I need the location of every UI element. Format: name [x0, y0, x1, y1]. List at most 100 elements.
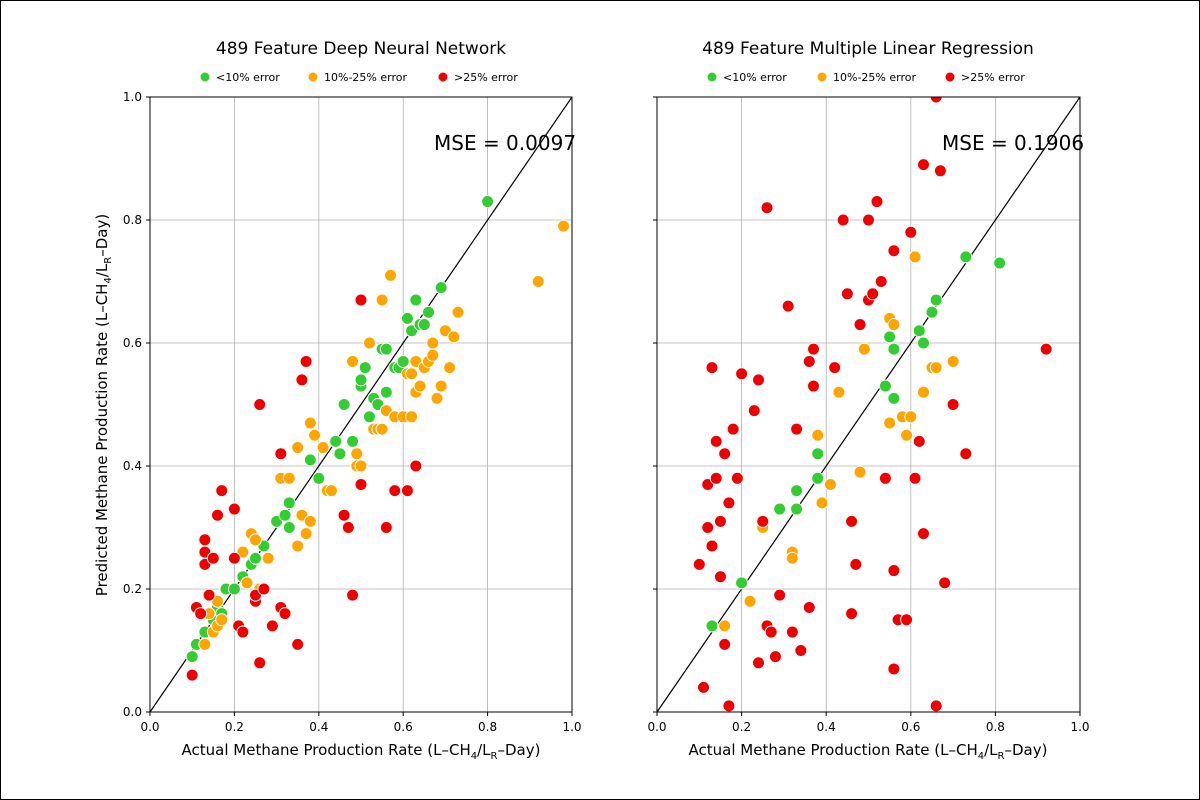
data-point — [409, 293, 423, 307]
data-point — [312, 471, 326, 485]
data-point — [811, 428, 825, 442]
data-point — [346, 434, 360, 448]
y-tick-label: 0.2 — [123, 582, 142, 596]
data-point — [946, 398, 960, 411]
x-tick-label: 0.6 — [394, 720, 413, 734]
chart-title: 489 Feature Deep Neural Network — [216, 39, 506, 59]
data-point — [443, 361, 457, 375]
data-point — [405, 367, 419, 381]
data-point — [849, 557, 863, 571]
data-point — [329, 434, 343, 448]
data-point — [354, 477, 368, 491]
data-point — [396, 354, 410, 368]
data-point — [375, 293, 389, 307]
data-point — [531, 275, 545, 288]
mse-annotation: MSE = 0.1906 — [942, 131, 1084, 155]
y-tick-label: 0.8 — [123, 213, 142, 227]
data-point — [836, 213, 850, 227]
data-point — [358, 361, 372, 375]
x-tick-label: 0.6 — [901, 720, 920, 734]
data-point — [341, 521, 355, 534]
x-tick-label: 0.4 — [309, 720, 328, 734]
x-tick-label: 0.8 — [478, 720, 497, 734]
x-tick-label: 1.0 — [1070, 720, 1089, 734]
data-point — [768, 650, 782, 664]
data-point — [929, 293, 943, 307]
data-point — [887, 244, 901, 258]
data-point — [815, 496, 829, 510]
data-point — [811, 447, 825, 461]
data-point — [718, 637, 732, 651]
data-point — [735, 367, 749, 381]
data-point — [426, 336, 440, 350]
data-point — [400, 484, 414, 498]
data-point — [773, 502, 787, 516]
x-tick-label: 0.2 — [225, 720, 244, 734]
identity-line — [656, 96, 1081, 713]
data-point — [887, 391, 901, 405]
data-point — [878, 471, 892, 485]
chart-title: 489 Feature Multiple Linear Regression — [702, 39, 1034, 59]
legend-marker — [307, 71, 319, 83]
mse-annotation: MSE = 0.0097 — [434, 131, 576, 155]
axis-ticks: 0.0 0.2 0.4 0.6 0.8 1.0 — [647, 96, 1090, 734]
data-point — [900, 428, 914, 442]
data-point — [227, 551, 241, 565]
x-tick-label: 0.0 — [140, 720, 159, 734]
data-point — [333, 447, 347, 461]
data-point — [908, 471, 922, 485]
x-tick-label: 0.0 — [647, 720, 666, 734]
data-point — [743, 594, 757, 608]
data-point — [303, 453, 317, 467]
data-point — [883, 330, 897, 344]
data-point — [900, 613, 914, 627]
data-point — [929, 699, 943, 712]
data-point — [722, 699, 736, 712]
data-point — [354, 373, 368, 387]
legend-label: 10%-25% error — [324, 71, 407, 84]
data-point — [282, 496, 296, 510]
x-tick-label: 0.2 — [732, 720, 751, 734]
data-point — [929, 361, 943, 375]
data-point — [303, 514, 317, 528]
data-point — [874, 275, 888, 288]
data-point — [434, 281, 448, 295]
y-tick-label: 0.4 — [123, 459, 142, 473]
data-point — [887, 342, 901, 356]
data-point — [840, 287, 854, 301]
legend-marker — [944, 71, 956, 83]
panel-deep-neural-network: 489 Feature Deep Neural Network <10% err… — [93, 39, 582, 762]
data-point — [701, 521, 715, 534]
data-point — [295, 373, 309, 387]
x-tick-label: 0.8 — [986, 720, 1005, 734]
data-point — [959, 447, 973, 461]
data-point — [760, 201, 774, 215]
data-point — [916, 158, 930, 172]
data-point — [718, 447, 732, 461]
data-point — [409, 459, 423, 473]
data-point — [747, 404, 761, 418]
data-point — [853, 465, 867, 479]
data-point — [249, 533, 262, 547]
plot-frame — [149, 96, 573, 713]
data-point — [692, 557, 706, 571]
data-point — [379, 342, 393, 356]
data-point — [198, 637, 212, 651]
data-point — [430, 391, 444, 405]
data-point — [240, 576, 254, 590]
data-point — [959, 250, 973, 264]
data-points — [692, 97, 1053, 712]
data-point — [756, 514, 770, 528]
legend-marker — [199, 71, 211, 83]
data-point — [299, 354, 313, 368]
data-point — [291, 637, 305, 651]
data-point — [929, 97, 943, 104]
data-point — [253, 398, 267, 411]
y-axis-label: Predicted Methane Production Rate (L–CH4… — [93, 214, 114, 596]
data-point — [265, 619, 279, 633]
data-point — [823, 477, 837, 491]
data-point — [722, 496, 736, 510]
data-point — [726, 422, 740, 436]
data-point — [908, 250, 922, 264]
